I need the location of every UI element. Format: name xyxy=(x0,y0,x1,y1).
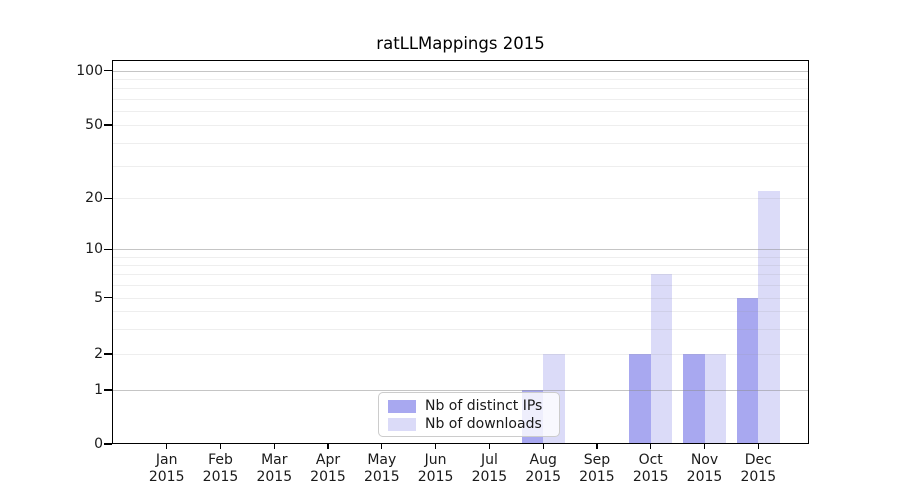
x-tick-label-oct: Oct 2015 xyxy=(632,452,669,485)
gridline-100 xyxy=(112,70,809,72)
x-tick-mark-aug xyxy=(542,444,544,449)
minor-gridline-90 xyxy=(112,79,809,80)
y-tick-mark-10 xyxy=(104,248,112,250)
x-tick-mark-jan xyxy=(166,444,168,449)
minor-gridline-6 xyxy=(112,285,809,286)
y-tick-mark-100 xyxy=(104,70,112,72)
y-tick-mark-20 xyxy=(104,197,112,199)
x-tick-label-nov: Nov 2015 xyxy=(686,452,723,485)
x-tick-label-jun: Jun 2015 xyxy=(417,452,454,485)
minor-gridline-30 xyxy=(112,165,809,167)
legend-item-distinct-ips: Nb of distinct IPs xyxy=(388,397,550,415)
bar-oct-distinct-ips xyxy=(629,354,651,444)
x-tick-label-sep: Sep 2015 xyxy=(579,452,615,485)
y-tick-mark-2 xyxy=(104,353,112,355)
minor-gridline-7 xyxy=(112,274,809,276)
legend-swatch-distinct-ips-icon xyxy=(388,399,416,413)
x-tick-mark-jul xyxy=(488,444,491,449)
x-tick-mark-mar xyxy=(273,444,275,449)
plot-area: Nb of distinct IPs Nb of downloads xyxy=(112,60,809,444)
y-tick-label-5: 5 xyxy=(94,289,103,306)
x-tick-mark-sep xyxy=(596,444,598,449)
x-tick-mark-may xyxy=(381,444,383,449)
x-tick-mark-apr xyxy=(327,444,329,449)
minor-gridline-70 xyxy=(112,98,809,100)
bar-dec-downloads xyxy=(758,190,780,444)
legend-swatch-downloads-icon xyxy=(388,417,416,431)
y-tick-mark-50 xyxy=(104,124,112,126)
gridline-10 xyxy=(112,249,809,251)
y-tick-label-1: 1 xyxy=(94,382,103,398)
gridline-5 xyxy=(112,297,809,299)
legend-item-downloads: Nb of downloads xyxy=(388,415,550,433)
x-tick-label-mar: Mar 2015 xyxy=(256,452,293,485)
y-tick-label-2: 2 xyxy=(94,346,103,362)
x-tick-label-jul: Jul 2015 xyxy=(471,452,508,485)
bar-nov-distinct-ips xyxy=(683,354,705,444)
bar-oct-downloads xyxy=(650,274,673,444)
y-tick-mark-0 xyxy=(104,443,112,445)
minor-gridline-80 xyxy=(112,88,809,90)
gridline-50 xyxy=(112,125,809,126)
y-tick-label-0: 0 xyxy=(94,436,103,452)
x-tick-label-may: May 2015 xyxy=(363,452,400,485)
y-tick-label-10: 10 xyxy=(85,241,103,258)
gridline-2 xyxy=(112,354,809,355)
legend: Nb of distinct IPs Nb of downloads xyxy=(378,392,560,437)
x-tick-label-dec: Dec 2015 xyxy=(740,452,777,485)
y-tick-mark-1 xyxy=(104,389,112,391)
y-tick-mark-5 xyxy=(104,297,112,299)
x-tick-label-feb: Feb 2015 xyxy=(202,452,239,485)
x-tick-mark-jun xyxy=(434,444,437,449)
y-tick-label-50: 50 xyxy=(85,117,103,133)
gridline-1 xyxy=(112,390,809,391)
x-tick-label-apr: Apr 2015 xyxy=(310,452,346,485)
legend-label-downloads: Nb of downloads xyxy=(425,416,542,432)
x-tick-label-jan: Jan 2015 xyxy=(148,452,185,485)
minor-gridline-4 xyxy=(112,311,809,313)
legend-label-distinct-ips: Nb of distinct IPs xyxy=(425,398,543,414)
gridline-20 xyxy=(112,198,809,200)
bar-nov-downloads xyxy=(704,354,726,444)
y-tick-label-100: 100 xyxy=(76,62,103,79)
chart-title: ratLLMappings 2015 xyxy=(376,34,545,53)
minor-gridline-40 xyxy=(112,142,809,144)
y-tick-label-20: 20 xyxy=(85,190,103,207)
minor-gridline-60 xyxy=(112,110,809,112)
bar-dec-distinct-ips xyxy=(736,297,759,444)
x-tick-mark-feb xyxy=(219,444,222,449)
x-tick-mark-oct xyxy=(650,444,652,449)
x-tick-mark-dec xyxy=(757,444,759,449)
x-tick-mark-nov xyxy=(703,444,706,449)
x-tick-label-aug: Aug 2015 xyxy=(525,452,561,485)
minor-gridline-8 xyxy=(112,264,809,266)
minor-gridline-9 xyxy=(112,256,809,258)
minor-gridline-3 xyxy=(112,329,809,331)
